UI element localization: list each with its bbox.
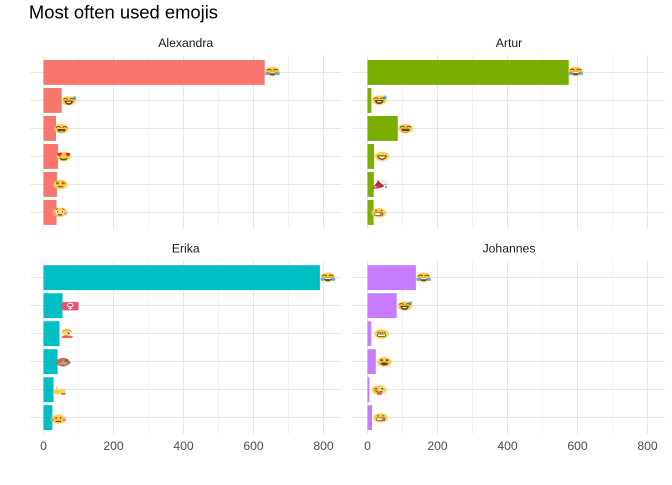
svg-text:600: 600 <box>567 439 588 453</box>
svg-text:600: 600 <box>243 439 264 453</box>
svg-text:200: 200 <box>103 439 124 453</box>
svg-text:Most often used emojis: Most often used emojis <box>29 1 218 22</box>
svg-text:Erika: Erika <box>172 242 200 256</box>
svg-text:0: 0 <box>40 439 47 453</box>
svg-text:Alexandra: Alexandra <box>158 36 213 50</box>
svg-text:Artur: Artur <box>496 36 522 50</box>
svg-text:200: 200 <box>427 439 448 453</box>
svg-text:400: 400 <box>173 439 194 453</box>
svg-text:Johannes: Johannes <box>483 242 536 256</box>
svg-text:800: 800 <box>313 439 334 453</box>
svg-text:0: 0 <box>364 439 371 453</box>
svg-text:400: 400 <box>497 439 518 453</box>
svg-text:800: 800 <box>637 439 658 453</box>
